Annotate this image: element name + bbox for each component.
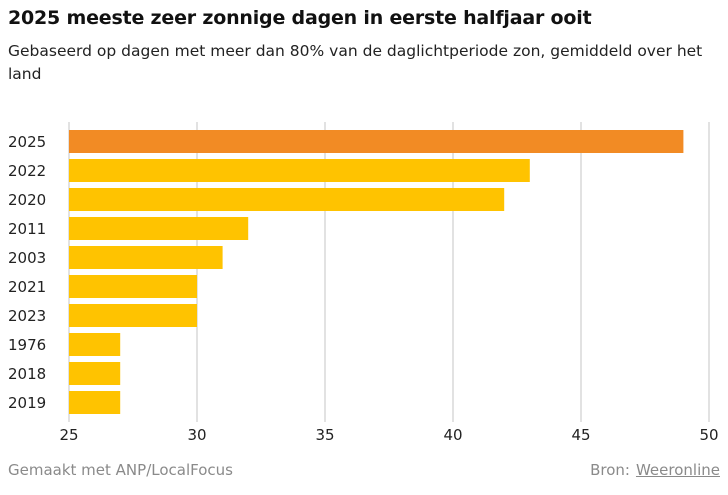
category-label-2021: 2021 bbox=[8, 278, 46, 296]
category-label-2022: 2022 bbox=[8, 162, 46, 180]
category-label-2011: 2011 bbox=[8, 220, 46, 238]
bar-1976 bbox=[69, 333, 121, 356]
bar-2025 bbox=[69, 130, 684, 153]
credit-text: Gemaakt met ANP/LocalFocus bbox=[8, 461, 233, 479]
bar-2023 bbox=[69, 304, 197, 327]
x-tick-label: 40 bbox=[443, 426, 462, 444]
category-label-2020: 2020 bbox=[8, 191, 46, 209]
source: Bron: Weeronline bbox=[590, 461, 720, 479]
x-tick-label: 30 bbox=[187, 426, 206, 444]
category-label-2018: 2018 bbox=[8, 365, 46, 383]
bars bbox=[69, 130, 684, 414]
chart-title: 2025 meeste zeer zonnige dagen in eerste… bbox=[8, 7, 592, 29]
bar-chart: 2025 2022 2020 2011 2003 2021 2023 1976 2018 2019… bbox=[8, 122, 719, 444]
bar-2020 bbox=[69, 188, 505, 211]
category-label-2023: 2023 bbox=[8, 307, 46, 325]
category-label-2019: 2019 bbox=[8, 394, 46, 412]
bar-2003 bbox=[69, 246, 223, 269]
category-label-2025: 2025 bbox=[8, 133, 46, 151]
category-labels: 2025 2022 2020 2011 2003 2021 2023 1976 2018 2019 bbox=[8, 133, 46, 412]
category-label-1976: 1976 bbox=[8, 336, 46, 354]
bar-2018 bbox=[69, 362, 121, 385]
bar-2022 bbox=[69, 159, 530, 182]
source-link[interactable]: Weeronline bbox=[635, 461, 720, 479]
chart-subtitle: Gebaseerd op dagen met meer dan 80% van … bbox=[8, 42, 703, 83]
category-label-2003: 2003 bbox=[8, 249, 46, 267]
x-tick-label: 45 bbox=[571, 426, 590, 444]
bar-2021 bbox=[69, 275, 197, 298]
bar-2019 bbox=[69, 391, 121, 414]
x-tick-label: 50 bbox=[699, 426, 718, 444]
x-tick-labels: 25 30 35 40 45 50 bbox=[59, 426, 718, 444]
x-tick-label: 35 bbox=[315, 426, 334, 444]
x-tick-label: 25 bbox=[59, 426, 78, 444]
bar-2011 bbox=[69, 217, 249, 240]
source-label: Bron: bbox=[590, 461, 630, 479]
